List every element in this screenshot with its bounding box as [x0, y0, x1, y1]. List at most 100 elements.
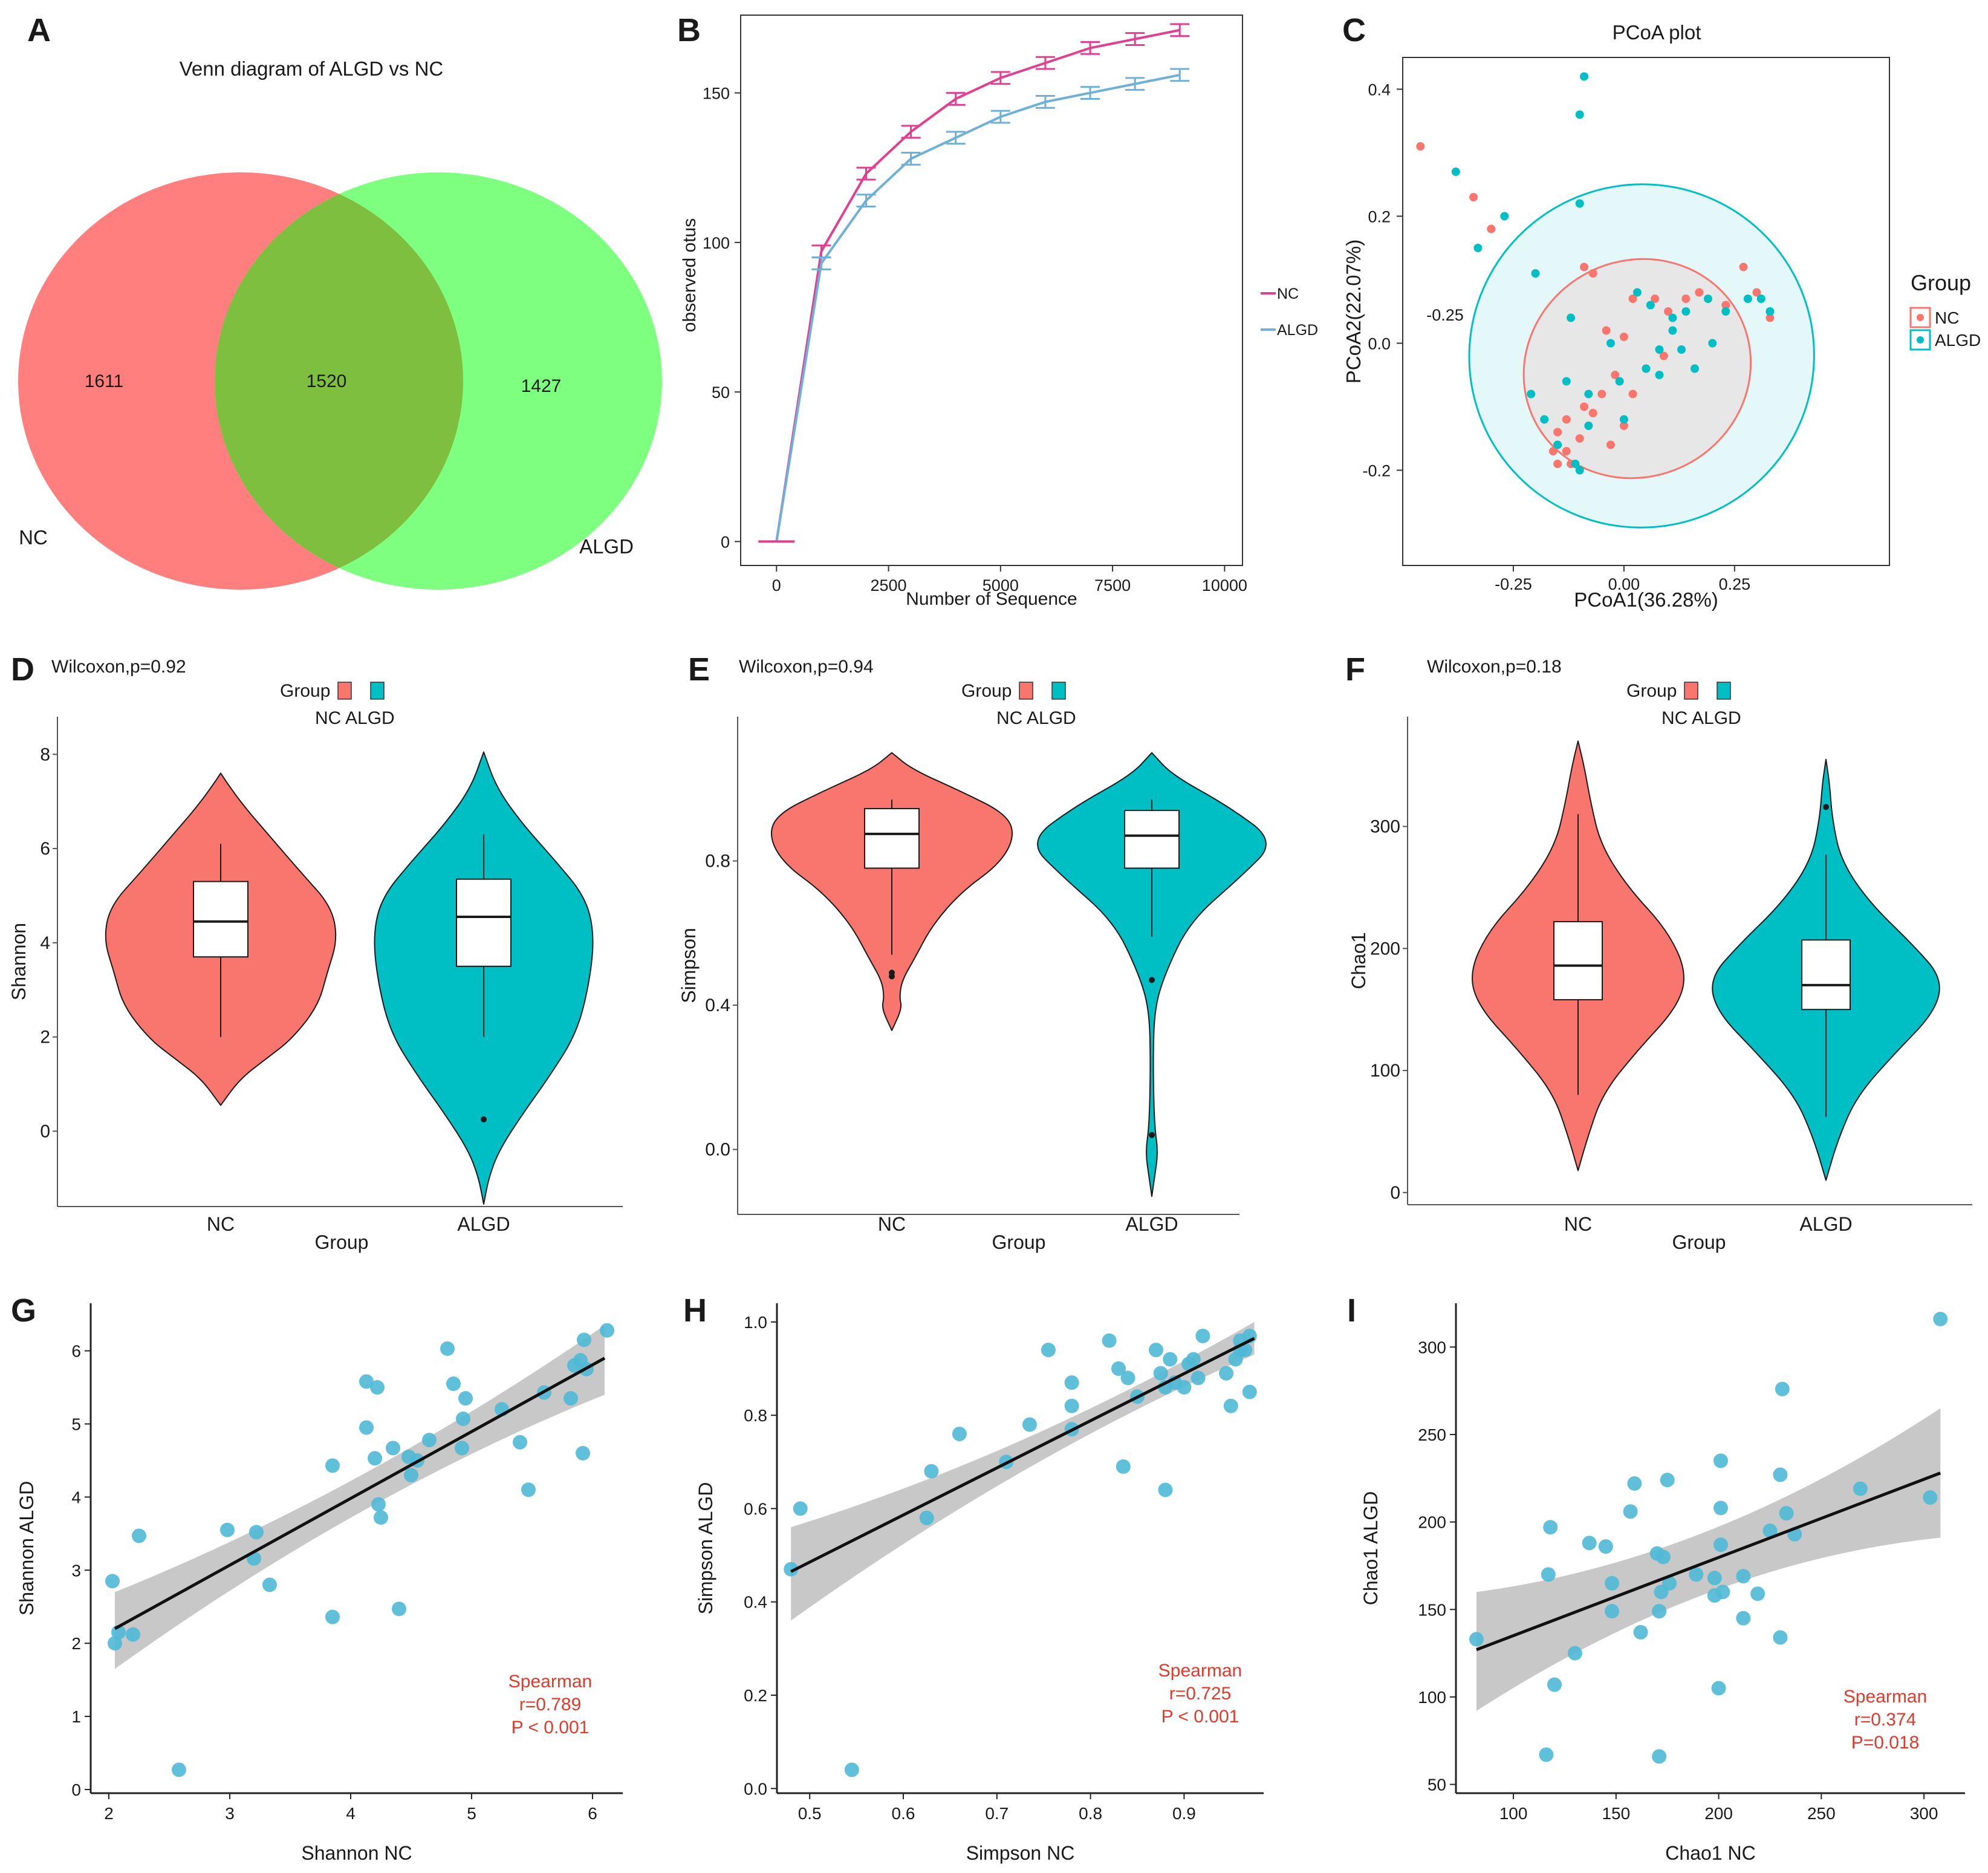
data-point: [1191, 1370, 1206, 1386]
point-nc: [1695, 288, 1704, 297]
data-point: [1469, 1632, 1484, 1647]
data-point: [440, 1341, 455, 1356]
point-algd: [1527, 389, 1536, 399]
data-point: [1775, 1381, 1790, 1396]
y-tick-label: 0.8: [705, 852, 730, 871]
y-tick-label: 0.4: [744, 1593, 767, 1612]
data-point: [458, 1391, 473, 1406]
box: [1801, 939, 1851, 1011]
data-point: [1713, 1453, 1728, 1468]
data-point: [919, 1510, 934, 1525]
venn-count-shared: 1520: [307, 371, 347, 391]
data-point: [1662, 1575, 1677, 1591]
data-point: [1652, 1604, 1667, 1619]
x-tick-label: ALGD: [457, 1213, 510, 1235]
x-tick-label: 0.25: [1719, 575, 1751, 593]
data-point: [1177, 1380, 1192, 1395]
y-tick-label: 100: [1418, 1688, 1446, 1707]
y-tick-label: 0.8: [744, 1406, 767, 1425]
data-point: [368, 1451, 382, 1466]
point-algd: [1575, 110, 1584, 119]
point-nc: [1606, 440, 1615, 449]
data-point: [172, 1762, 186, 1777]
venn-count-nc: 1611: [85, 371, 124, 391]
data-point: [1541, 1567, 1556, 1582]
point-nc: [1752, 288, 1761, 297]
series-line-algd: [775, 73, 1180, 542]
x-tick-label: 0.6: [892, 1804, 915, 1823]
y-tick-label: 6: [40, 839, 50, 859]
y-tick-label: 0.2: [1368, 208, 1391, 226]
legend-label-nc: NC: [1935, 308, 1959, 327]
panel-letter: F: [1345, 651, 1365, 688]
x-tick-label: 2500: [871, 576, 907, 594]
confidence-band: [115, 1325, 605, 1669]
point-nc: [1721, 301, 1730, 310]
y-tick-label: -0.2: [1362, 462, 1391, 480]
y-tick-label: 2: [40, 1028, 50, 1047]
data-point: [456, 1412, 470, 1427]
x-tick-label: 0.9: [1172, 1804, 1196, 1823]
stat-r: r=0.789: [519, 1695, 582, 1715]
legend-labels: NC ALGD: [996, 708, 1076, 728]
data-point: [1158, 1482, 1173, 1497]
point-nc: [1548, 447, 1558, 455]
data-point: [1713, 1500, 1728, 1516]
data-point: [1933, 1312, 1948, 1327]
point-algd: [1615, 377, 1624, 386]
point-nc: [1628, 389, 1637, 399]
data-point: [1655, 1549, 1671, 1565]
point-algd: [1567, 313, 1576, 322]
outlier-point: [481, 1116, 487, 1122]
data-point: [1711, 1681, 1726, 1696]
y-tick-label: 50: [1428, 1776, 1446, 1794]
outlier-point: [1149, 1132, 1155, 1138]
data-point: [600, 1323, 614, 1338]
venn-label-nc: NC: [19, 526, 48, 549]
data-point: [576, 1445, 590, 1461]
legend-title: Group: [1911, 270, 1971, 295]
y-tick-label: 2: [71, 1634, 81, 1653]
data-point: [1923, 1490, 1938, 1505]
legend-key-algd: [1051, 682, 1066, 700]
point-nc: [1580, 262, 1589, 272]
point-algd: [1646, 301, 1655, 310]
stat-method: Spearman: [1158, 1661, 1242, 1681]
data-point: [1853, 1481, 1868, 1496]
point-algd: [1765, 307, 1775, 316]
data-point: [1163, 1352, 1178, 1367]
legend-key-nc: [337, 682, 352, 700]
data-point: [1539, 1747, 1554, 1762]
data-point: [521, 1482, 536, 1497]
data-point: [1713, 1537, 1728, 1552]
regression-line: [114, 1357, 606, 1630]
x-tick-label: 0.8: [1079, 1804, 1102, 1823]
panel-f: F Wilcoxon,p=0.18 Group NC ALGD 0 100 200 300 Ch…: [1345, 651, 1972, 1253]
x-tick-label: 0.7: [985, 1804, 1009, 1823]
legend-key-nc: [1909, 307, 1931, 328]
y-tick-label: 0.6: [744, 1499, 767, 1518]
point-nc: [1416, 142, 1425, 151]
y-tick-label: 4: [71, 1488, 81, 1507]
data-point: [1116, 1459, 1131, 1474]
y-tick-label: 3: [71, 1561, 81, 1580]
confidence-band: [1476, 1408, 1941, 1712]
y-axis-label: Simpson: [678, 928, 700, 1003]
point-nc: [1681, 295, 1691, 303]
x-tick-label: 250: [1807, 1804, 1836, 1823]
point-algd: [1575, 466, 1584, 475]
data-point: [1707, 1571, 1722, 1586]
y-axis-label: Simpson ALGD: [695, 1482, 716, 1615]
x-axis-label: Simpson NC: [966, 1842, 1075, 1864]
data-point: [844, 1762, 859, 1777]
y-tick-label: 0.0: [744, 1779, 767, 1798]
panel-e: E Wilcoxon,p=0.94 Group NC ALGD 0.0 0.4 0.8 Sim…: [678, 651, 1267, 1253]
data-point: [325, 1458, 340, 1473]
x-tick-label: 0.00: [1608, 575, 1640, 593]
data-point: [446, 1376, 461, 1391]
y-tick-label: 50: [712, 383, 730, 402]
y-tick-label: 0: [40, 1121, 50, 1141]
point-algd: [1708, 339, 1717, 348]
data-point: [1041, 1343, 1056, 1358]
y-tick-label: 200: [1370, 939, 1400, 959]
